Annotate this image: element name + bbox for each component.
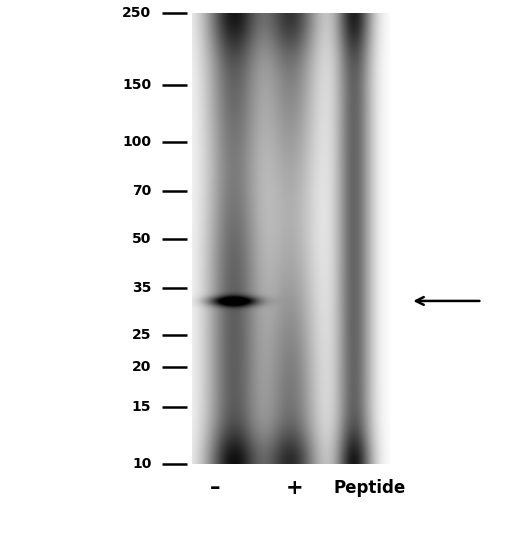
Text: 150: 150 — [122, 78, 151, 92]
Text: 50: 50 — [132, 232, 151, 245]
Text: 250: 250 — [122, 6, 151, 20]
Text: –: – — [210, 478, 221, 498]
Text: Peptide: Peptide — [333, 479, 405, 497]
Text: +: + — [286, 478, 304, 498]
Text: 15: 15 — [132, 400, 151, 414]
Text: 25: 25 — [132, 329, 151, 343]
Text: 20: 20 — [132, 360, 151, 374]
Text: 70: 70 — [132, 184, 151, 198]
Text: 10: 10 — [132, 457, 151, 471]
Text: 100: 100 — [122, 135, 151, 148]
Text: 35: 35 — [132, 281, 151, 295]
